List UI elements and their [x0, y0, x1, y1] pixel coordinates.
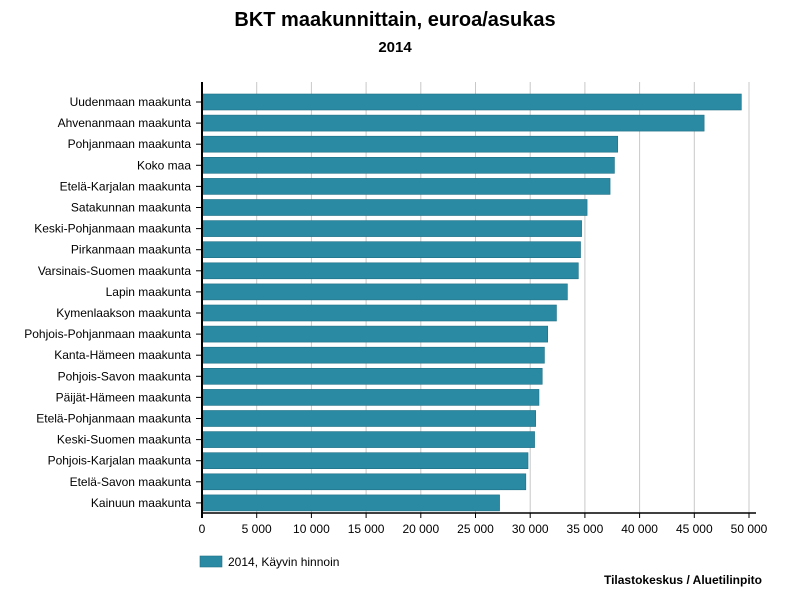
bar	[201, 262, 579, 280]
legend-label: 2014, Käyvin hinnoin	[228, 555, 339, 569]
category-label: Lapin maakunta	[106, 285, 192, 299]
bars	[201, 93, 742, 512]
category-label: Kymenlaakson maakunta	[56, 306, 191, 320]
chart-title: BKT maakunnittain, euroa/asukas	[234, 9, 555, 31]
category-label: Päijät-Hämeen maakunta	[56, 390, 192, 404]
category-label: Keski-Suomen maakunta	[57, 433, 191, 447]
x-tick-label: 50 000	[731, 522, 768, 536]
bar	[201, 367, 543, 385]
chart-subtitle: 2014	[378, 39, 412, 56]
x-tick-label: 40 000	[621, 522, 658, 536]
x-tick-label: 30 000	[512, 522, 549, 536]
bar	[201, 283, 568, 301]
x-tick-label: 0	[199, 522, 206, 536]
category-label: Uudenmaan maakunta	[70, 95, 192, 109]
bar	[201, 452, 529, 470]
x-tick-label: 35 000	[567, 522, 604, 536]
category-label: Ahvenanmaan maakunta	[58, 116, 192, 130]
category-label: Kanta-Hämeen maakunta	[54, 348, 191, 362]
x-tick-label: 25 000	[457, 522, 494, 536]
category-label: Kainuun maakunta	[91, 496, 191, 510]
bar	[201, 241, 581, 258]
bar	[201, 346, 545, 364]
category-labels: Uudenmaan maakunta Ahvenanmaan maakunta Po…	[24, 95, 202, 510]
category-label: Varsinais-Suomen maakunta	[38, 264, 192, 278]
x-tick-label: 20 000	[402, 522, 439, 536]
x-tick-labels: 0 5 000 10 000 15 000 20 000 25 000 30 000 35 0…	[199, 513, 768, 536]
x-tick-label: 45 000	[676, 522, 713, 536]
bar	[201, 199, 588, 216]
category-label: Etelä-Karjalan maakunta	[60, 179, 192, 193]
category-label: Pirkanmaan maakunta	[71, 243, 191, 257]
legend-swatch	[199, 555, 223, 568]
bar	[201, 473, 527, 491]
category-label: Pohjois-Pohjanmaan maakunta	[24, 327, 191, 341]
bar	[201, 304, 557, 322]
source-note: Tilastokeskus / Aluetilinpito	[604, 573, 762, 587]
category-label: Etelä-Pohjanmaan maakunta	[36, 412, 191, 426]
bar	[201, 114, 705, 132]
bar	[201, 494, 500, 512]
x-tick-label: 15 000	[348, 522, 385, 536]
category-label: Pohjois-Savon maakunta	[58, 369, 192, 383]
bar	[201, 220, 582, 237]
bar	[201, 410, 536, 427]
category-label: Keski-Pohjanmaan maakunta	[34, 222, 191, 236]
category-label: Etelä-Savon maakunta	[70, 475, 192, 489]
bar	[201, 178, 611, 195]
bar	[201, 135, 619, 153]
legend: 2014, Käyvin hinnoin	[199, 555, 339, 569]
bar	[201, 325, 549, 343]
axes	[201, 82, 756, 518]
bar	[201, 157, 615, 174]
x-tick-label: 5 000	[242, 522, 272, 536]
bar	[201, 431, 535, 448]
category-label: Pohjanmaan maakunta	[68, 137, 192, 151]
category-label: Satakunnan maakunta	[71, 201, 191, 215]
bar	[201, 93, 742, 111]
category-label: Pohjois-Karjalan maakunta	[48, 454, 192, 468]
bar	[201, 389, 540, 406]
category-label: Koko maa	[137, 158, 191, 172]
x-tick-label: 10 000	[293, 522, 330, 536]
